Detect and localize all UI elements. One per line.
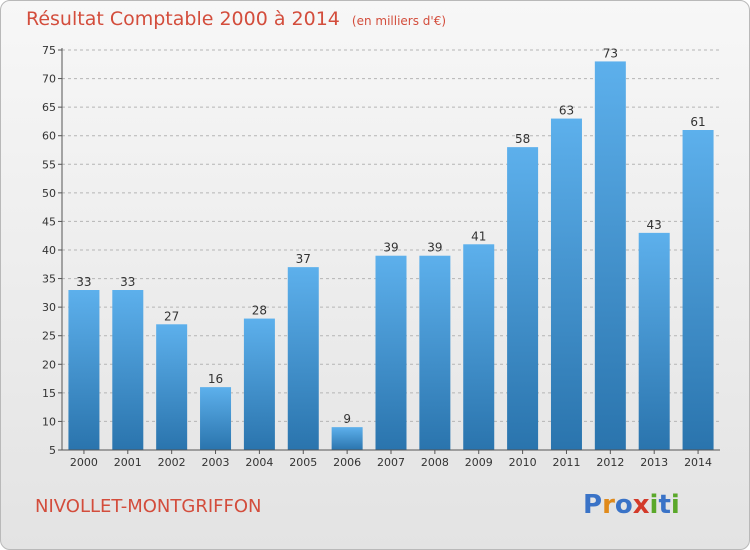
value-label: 9 (343, 412, 351, 426)
logo-letter: t (658, 490, 671, 520)
axes: 5 10 15 20 25 30 35 40 45 50 55 60 65 70 75 2000 2001 200… (42, 44, 720, 469)
y-tick-label: 40 (42, 244, 56, 257)
bar-2005 (287, 267, 319, 450)
bar-2012 (594, 61, 626, 451)
y-tick-label: 35 (42, 273, 56, 286)
value-label: 43 (647, 218, 662, 232)
y-tick-label: 5 (49, 444, 56, 457)
x-tick-label: 2012 (596, 456, 624, 469)
value-label: 27 (164, 309, 179, 323)
x-tick-label: 2002 (158, 456, 186, 469)
value-label: 16 (208, 372, 223, 386)
y-tick-label: 50 (42, 187, 56, 200)
bar-2009 (463, 244, 495, 450)
x-tick-label: 2005 (289, 456, 317, 469)
bar-2010 (507, 147, 539, 450)
bar-2004 (243, 318, 275, 450)
y-tick-label: 45 (42, 215, 56, 228)
bar-2003 (200, 387, 232, 450)
bar-2014 (682, 130, 714, 450)
value-label: 73 (603, 46, 618, 60)
value-label: 61 (690, 115, 705, 129)
value-label: 37 (296, 252, 311, 266)
chart-title-text: Résultat Comptable 2000 à 2014 (26, 8, 340, 30)
y-tick-label: 70 (42, 73, 56, 86)
x-tick-label: 2001 (114, 456, 142, 469)
proxiti-logo: Proxiti (583, 490, 680, 520)
x-tick-label: 2009 (465, 456, 493, 469)
bar-2007 (375, 255, 407, 450)
y-tick-label: 25 (42, 330, 56, 343)
bar-2001 (112, 290, 144, 450)
bar-2000 (68, 290, 100, 450)
value-label: 33 (76, 275, 91, 289)
y-tick-label: 10 (42, 415, 56, 428)
value-label: 28 (252, 304, 267, 318)
y-tick-label: 20 (42, 358, 56, 371)
x-tick-label: 2004 (245, 456, 273, 469)
value-label: 39 (383, 241, 398, 255)
logo-letter: x (632, 490, 650, 520)
x-tick-label: 2010 (509, 456, 537, 469)
y-tick-label: 65 (42, 101, 56, 114)
x-tick-label: 2008 (421, 456, 449, 469)
bar-2008 (419, 255, 451, 450)
chart-title: Résultat Comptable 2000 à 2014 (en millie… (26, 8, 446, 30)
x-tick-label: 2007 (377, 456, 405, 469)
bar-2013 (638, 232, 670, 450)
x-tick-label: 2000 (70, 456, 98, 469)
x-tick-label: 2003 (202, 456, 230, 469)
bars: 33 33 27 16 28 37 9 39 39 41 58 63 73 43 61 (68, 46, 714, 451)
value-label: 63 (559, 104, 574, 118)
y-tick-label: 30 (42, 301, 56, 314)
y-tick-label: 75 (42, 44, 56, 57)
logo-letter: P (583, 490, 603, 520)
commune-name: NIVOLLET-MONTGRIFFON (35, 496, 262, 517)
logo-letter: i (670, 490, 680, 520)
value-label: 33 (120, 275, 135, 289)
x-tick-label: 2014 (684, 456, 712, 469)
value-label: 41 (471, 229, 486, 243)
y-tick-label: 60 (42, 130, 56, 143)
x-tick-label: 2011 (552, 456, 580, 469)
value-label: 58 (515, 132, 530, 146)
logo-letter: o (614, 490, 633, 520)
bar-2011 (550, 118, 582, 451)
logo-letter: i (649, 490, 659, 520)
y-tick-label: 15 (42, 387, 56, 400)
bar-2002 (156, 324, 188, 450)
value-label: 39 (427, 241, 442, 255)
bar-2006 (331, 427, 363, 450)
logo-letter: r (602, 490, 615, 520)
chart-subtitle: (en milliers d'€) (351, 14, 447, 28)
x-tick-label: 2013 (640, 456, 668, 469)
y-tick-label: 55 (42, 158, 56, 171)
x-tick-label: 2006 (333, 456, 361, 469)
